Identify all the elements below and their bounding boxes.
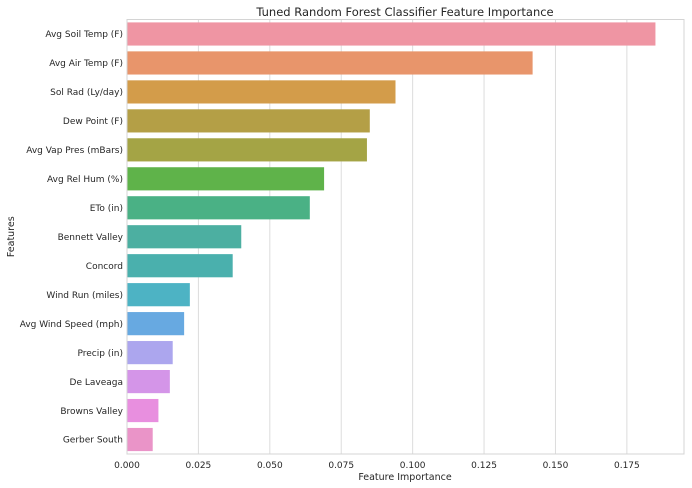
x-tick-label: 0.100 [400, 461, 426, 471]
x-tick-labels: 0.000 0.025 0.050 0.075 0.100 0.125 0.150 0.175 [114, 461, 640, 471]
y-tick-label: Avg Rel Hum (%) [47, 175, 123, 185]
bar [127, 196, 310, 220]
bar [127, 22, 656, 46]
bar [127, 254, 233, 278]
y-tick-label: Concord [86, 262, 123, 272]
bar [127, 167, 325, 191]
bar [127, 369, 170, 394]
y-tick-label: Avg Air Temp (F) [49, 59, 123, 69]
plot-frame [126, 19, 685, 455]
bar [127, 80, 396, 104]
x-tick-label: 0.150 [543, 461, 569, 471]
bar [127, 427, 153, 452]
x-tick-label: 0.050 [257, 461, 283, 471]
x-tick-label: 0.175 [614, 461, 640, 471]
y-tick-label: ETo (in) [90, 204, 123, 214]
x-tick-label: 0.025 [186, 461, 212, 471]
y-tick-label: Avg Wind Speed (mph) [20, 320, 123, 330]
y-axis-label: Features [6, 216, 17, 257]
bar [127, 312, 185, 336]
y-tick-label: Avg Soil Temp (F) [45, 30, 123, 40]
bars [127, 22, 656, 452]
y-tick-label: Bennett Valley [58, 233, 124, 243]
x-axis-label: Feature Importance [358, 472, 452, 483]
bar [127, 138, 367, 162]
chart-title: Tuned Random Forest Classifier Feature I… [255, 5, 553, 19]
bar [127, 283, 190, 307]
y-tick-label: Browns Valley [60, 407, 123, 417]
bar [127, 341, 173, 365]
bar [127, 398, 159, 423]
y-tick-label: Avg Vap Pres (mBars) [26, 146, 123, 156]
bar [127, 109, 370, 133]
y-tick-label: Dew Point (F) [63, 117, 123, 127]
y-tick-label: Precip (in) [77, 349, 123, 359]
y-tick-label: Wind Run (miles) [46, 291, 123, 301]
y-tick-label: Sol Rad (Ly/day) [50, 88, 123, 98]
x-tick-label: 0.000 [114, 461, 140, 471]
bar [127, 51, 533, 75]
bar [127, 225, 242, 249]
x-tick-label: 0.125 [471, 461, 497, 471]
y-tick-label: De Laveaga [70, 378, 123, 388]
x-tick-label: 0.075 [328, 461, 354, 471]
y-tick-label: Gerber South [63, 436, 123, 446]
y-tick-labels: Avg Soil Temp (F) Avg Air Temp (F) Sol Rad… [20, 30, 124, 446]
